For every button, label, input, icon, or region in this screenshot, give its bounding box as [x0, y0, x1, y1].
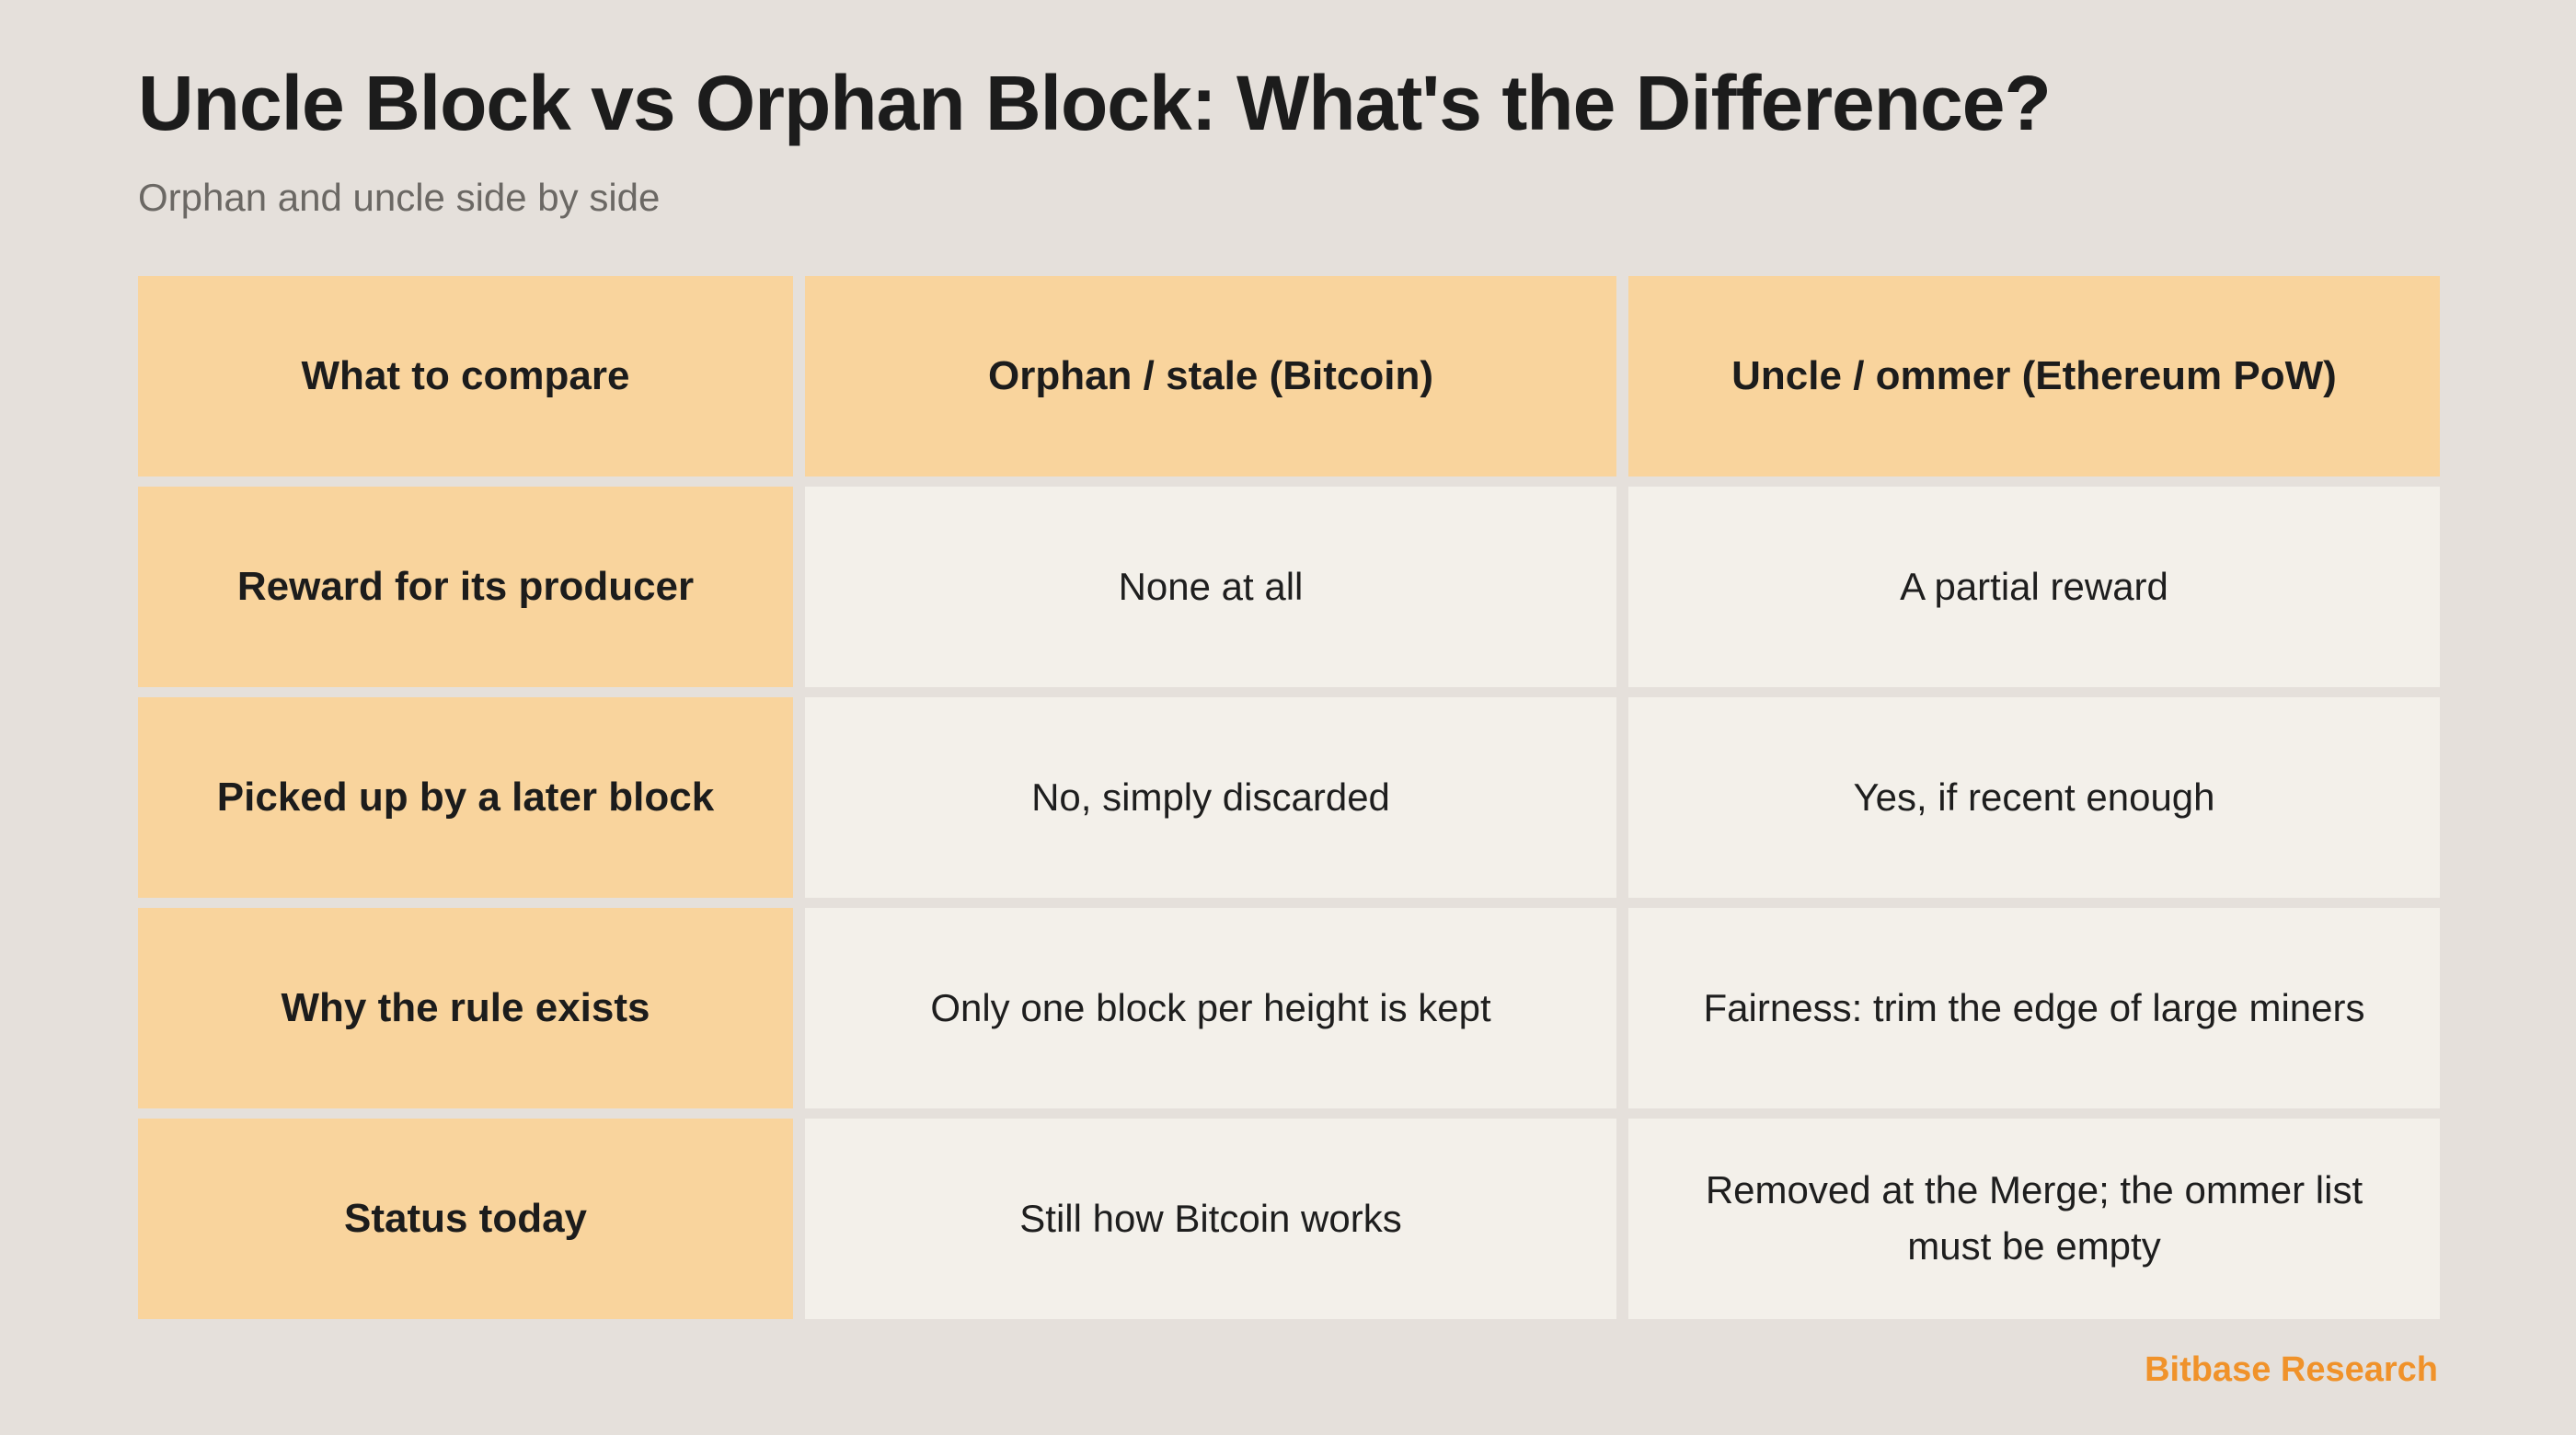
page-title: Uncle Block vs Orphan Block: What's the …: [138, 60, 2052, 146]
table-cell: None at all: [805, 487, 1616, 687]
row-label-cell: Why the rule exists: [138, 908, 793, 1108]
comparison-table: What to compare Orphan / stale (Bitcoin)…: [138, 276, 2440, 1319]
table-cell: A partial reward: [1628, 487, 2440, 687]
table-cell: Only one block per height is kept: [805, 908, 1616, 1108]
table-cell: No, simply discarded: [805, 697, 1616, 898]
table-header-cell: Orphan / stale (Bitcoin): [805, 276, 1616, 476]
row-label-cell: Picked up by a later block: [138, 697, 793, 898]
row-label-cell: Status today: [138, 1119, 793, 1319]
page-subtitle: Orphan and uncle side by side: [138, 176, 661, 219]
table-cell: Removed at the Merge; the ommer list mus…: [1628, 1119, 2440, 1319]
table-cell: Fairness: trim the edge of large miners: [1628, 908, 2440, 1108]
brand-label: Bitbase Research: [2145, 1350, 2438, 1389]
table-header-cell: What to compare: [138, 276, 793, 476]
table-header-cell: Uncle / ommer (Ethereum PoW): [1628, 276, 2440, 476]
table-cell: Yes, if recent enough: [1628, 697, 2440, 898]
table-cell: Still how Bitcoin works: [805, 1119, 1616, 1319]
row-label-cell: Reward for its producer: [138, 487, 793, 687]
